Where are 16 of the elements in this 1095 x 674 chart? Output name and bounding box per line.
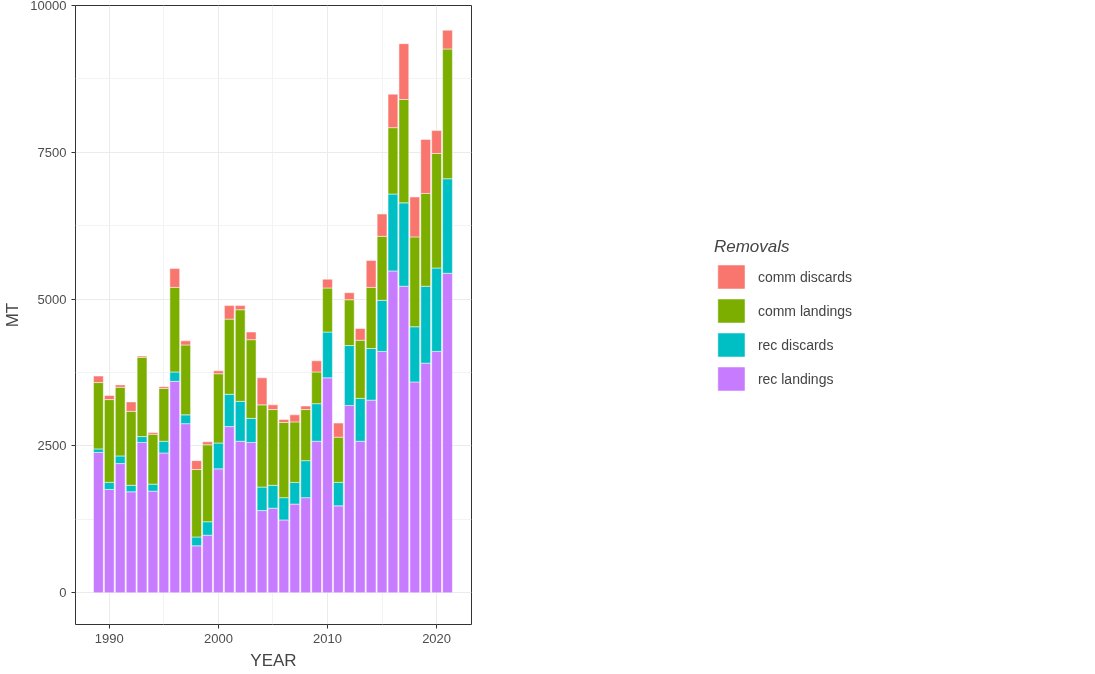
x-tick-label: 1990 [94,630,124,646]
x-tick-label: 2000 [203,630,233,646]
legend-label: rec landings [757,370,834,386]
legend-title: Removals [713,236,791,256]
x-tick-label: 2020 [422,630,452,646]
y-tick-label: 5000 [37,291,67,307]
y-tick-label: 10000 [30,0,67,13]
x-axis-title: YEAR [250,650,297,670]
y-tick-label: 2500 [37,438,67,454]
y-tick-label: 0 [59,585,67,601]
x-tick-label: 2010 [313,630,342,646]
y-axis-title: MT [3,302,23,328]
legend-label: comm landings [757,302,853,318]
legend-label: rec discards [757,336,834,352]
y-tick-label: 7500 [37,144,67,160]
legend-label: comm discards [757,268,853,284]
